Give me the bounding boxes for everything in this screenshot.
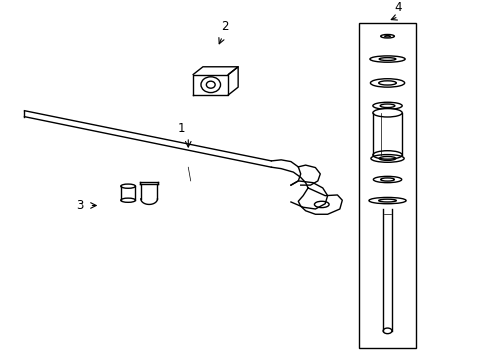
Text: 2: 2 <box>221 21 228 33</box>
Text: 1: 1 <box>177 122 184 135</box>
Ellipse shape <box>201 77 220 93</box>
Bar <box>359 23 415 348</box>
Ellipse shape <box>121 184 135 188</box>
Ellipse shape <box>372 109 401 117</box>
Text: 3: 3 <box>76 199 83 212</box>
Text: 4: 4 <box>394 1 402 14</box>
